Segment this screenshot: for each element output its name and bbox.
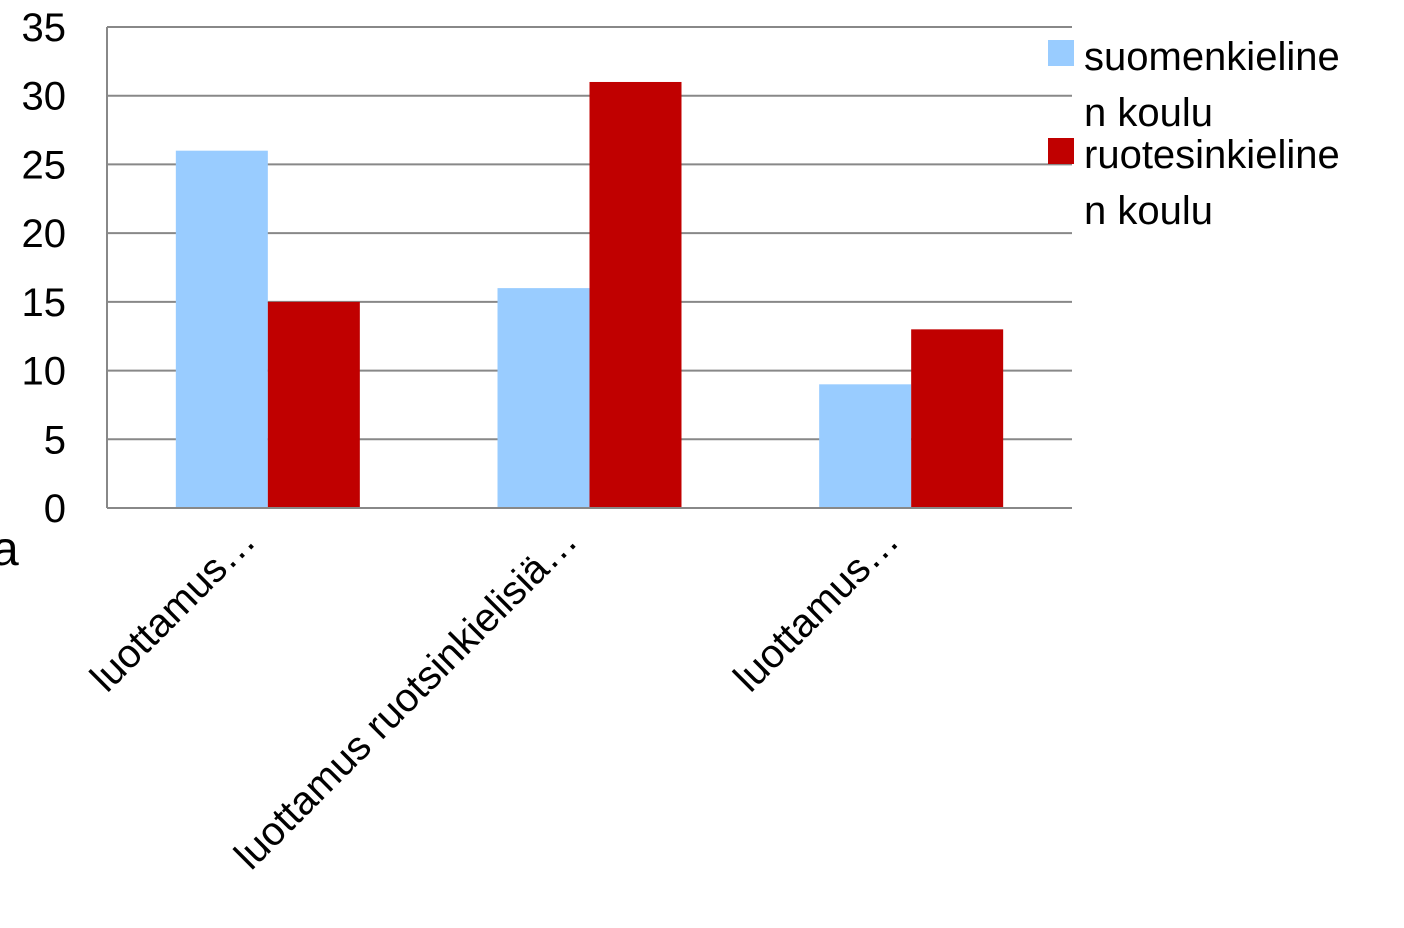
- y-tick-label: 0: [44, 487, 66, 531]
- category-label: luottamus…: [82, 518, 264, 700]
- bar: [589, 81, 682, 508]
- bar: [911, 329, 1004, 508]
- category-label: luottamus ruotsinkielisiä…: [226, 518, 586, 878]
- bar: [267, 301, 360, 508]
- legend-swatch: [1048, 40, 1074, 66]
- y-tick-label: 20: [22, 212, 67, 256]
- legend-swatch: [1048, 138, 1074, 164]
- legend-label: ruotesinkieline: [1084, 133, 1340, 177]
- y-tick-label: 35: [22, 6, 67, 50]
- y-tick-label: 5: [44, 418, 66, 462]
- category-label: luottamus…: [726, 518, 908, 700]
- bar: [819, 384, 912, 508]
- y-tick-labels: 0 5 10 15 20 25 30 35: [22, 6, 67, 531]
- y-tick-label: 10: [22, 350, 67, 394]
- legend-label: suomenkieline: [1084, 35, 1340, 79]
- axes: [106, 27, 1072, 509]
- legend-label: n koulu: [1084, 91, 1213, 135]
- stray-text-fragment: a: [0, 523, 19, 576]
- bar: [175, 150, 268, 508]
- legend-label: n koulu: [1084, 189, 1213, 233]
- y-tick-label: 25: [22, 143, 67, 187]
- category-labels: luottamus…luottamus ruotsinkielisiä… luot…: [82, 518, 907, 878]
- y-tick-label: 30: [22, 75, 67, 119]
- y-tick-label: 15: [22, 281, 67, 325]
- bar: [497, 288, 590, 508]
- bars: [175, 81, 1004, 508]
